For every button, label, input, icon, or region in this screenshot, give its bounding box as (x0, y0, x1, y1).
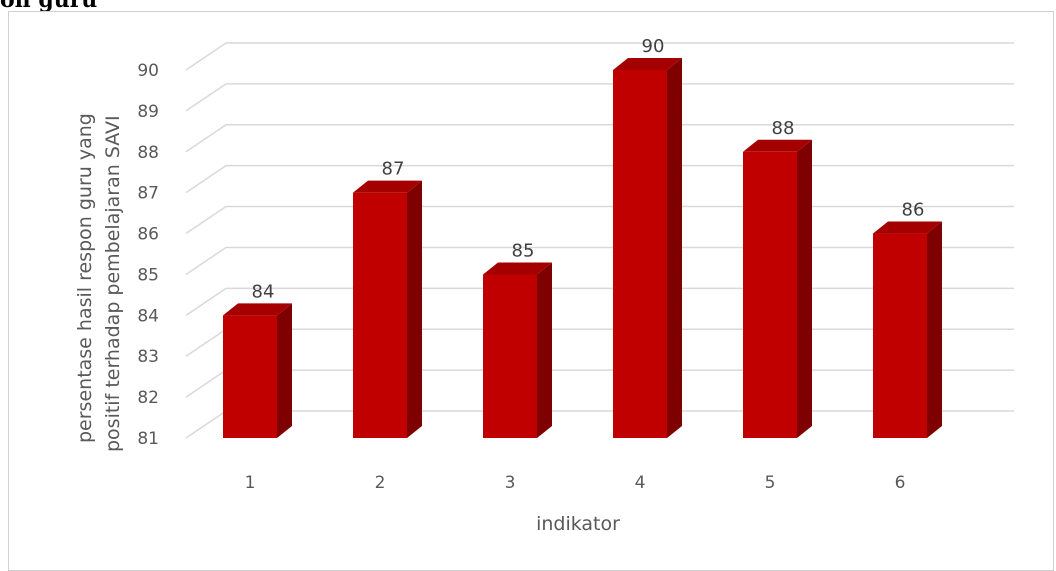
bar-front (743, 151, 797, 438)
bar (353, 180, 422, 438)
bar-top (873, 221, 942, 234)
y-tick-label: 84 (137, 306, 159, 326)
bar-top (743, 139, 812, 152)
x-tick-label: 1 (245, 473, 256, 493)
x-tick-label: 6 (895, 473, 906, 493)
y-tick-label: 87 (137, 184, 159, 204)
y-tick-label: 82 (137, 388, 159, 408)
data-label: 85 (512, 240, 535, 261)
bar (613, 58, 682, 438)
data-label: 86 (902, 200, 925, 221)
data-label: 87 (382, 159, 405, 180)
bar-side (667, 58, 682, 438)
data-label: 84 (252, 281, 275, 302)
bar-front (223, 315, 277, 438)
gridline (185, 42, 1014, 71)
gridline (185, 124, 1014, 153)
y-tick-label: 88 (137, 143, 159, 163)
bar-side (927, 221, 942, 438)
y-tick-label: 90 (137, 61, 159, 81)
gridline (185, 164, 1014, 194)
bar-front (873, 233, 927, 438)
bar (873, 221, 942, 438)
x-tick-label: 5 (765, 473, 776, 493)
bar-top (353, 180, 422, 193)
page-heading-fragment: on guru (0, 0, 98, 13)
x-tick-label: 3 (505, 473, 516, 493)
y-tick-label: 89 (137, 102, 159, 122)
x-axis-title: indikator (536, 513, 620, 535)
y-axis-title-line-2: positif terhadap pembelajaran SAVI (102, 115, 124, 452)
bar-front (353, 192, 407, 438)
x-axis-ticks: 1 2 3 4 5 6 (245, 473, 906, 493)
bar-top (483, 262, 552, 275)
bar-side (537, 262, 552, 438)
y-axis-ticks: 81 82 83 84 85 86 87 88 89 90 (137, 61, 159, 449)
y-tick-label: 86 (137, 225, 159, 245)
bar (483, 262, 552, 438)
x-tick-label: 2 (375, 473, 386, 493)
data-label: 88 (772, 118, 795, 139)
y-tick-label: 83 (137, 347, 159, 367)
bar-front (483, 274, 537, 438)
bar-top (613, 58, 682, 70)
y-tick-label: 85 (137, 265, 159, 285)
bar-top (223, 303, 292, 316)
gridline (185, 83, 1014, 112)
y-tick-label: 81 (137, 429, 159, 449)
bar-side (797, 139, 812, 438)
bar-side (407, 180, 422, 438)
data-labels: 84 87 85 90 88 86 (252, 36, 925, 302)
y-axis-title-line-1: persentase hasil respon guru yang (74, 113, 96, 443)
data-label: 90 (642, 36, 665, 57)
bar (743, 139, 812, 438)
bar (223, 303, 292, 438)
bars (223, 58, 942, 438)
bar-front (613, 70, 667, 438)
x-tick-label: 4 (635, 473, 646, 493)
bar-side (277, 303, 292, 438)
